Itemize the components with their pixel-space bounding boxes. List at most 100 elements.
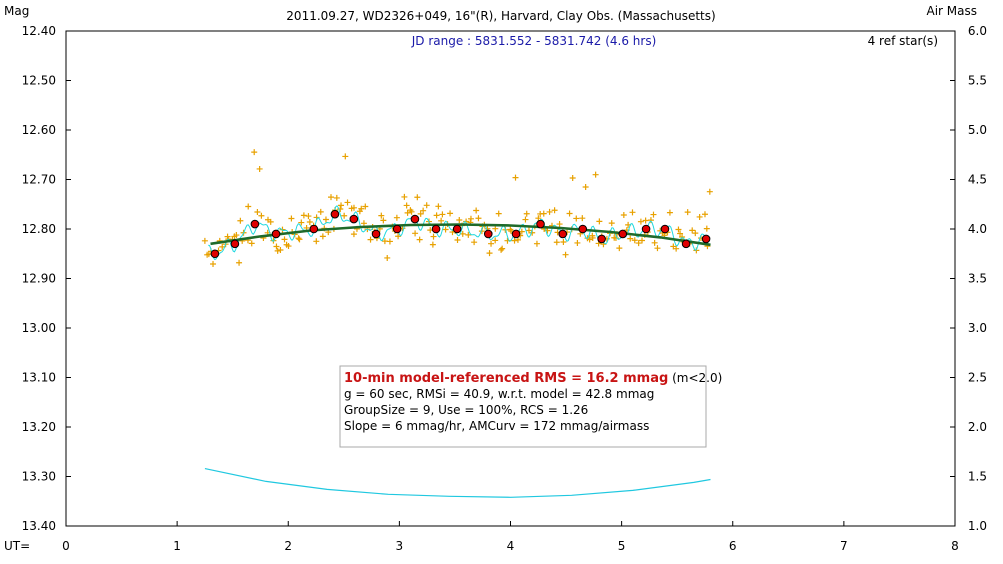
raw-point bbox=[433, 212, 440, 219]
right-y-tick-label: 5.0 bbox=[968, 123, 987, 137]
group-mean-point bbox=[309, 224, 319, 234]
left-y-tick-label: 13.40 bbox=[22, 519, 56, 533]
x-tick-label: 0 bbox=[62, 539, 70, 553]
model-line bbox=[210, 223, 711, 247]
raw-point bbox=[592, 171, 599, 178]
group-mean-point bbox=[483, 229, 493, 239]
raw-point bbox=[319, 233, 326, 240]
raw-point bbox=[631, 237, 638, 244]
raw-point bbox=[236, 259, 243, 266]
raw-point bbox=[651, 239, 658, 246]
raw-point bbox=[692, 230, 699, 237]
raw-point bbox=[333, 194, 340, 201]
raw-point bbox=[523, 210, 530, 217]
raw-point bbox=[256, 165, 263, 172]
x-tick-label: 6 bbox=[729, 539, 737, 553]
raw-point bbox=[684, 209, 691, 216]
raw-point bbox=[693, 247, 700, 254]
raw-point bbox=[414, 194, 421, 201]
raw-point bbox=[254, 209, 261, 216]
raw-point bbox=[341, 212, 348, 219]
right-y-tick-label: 4.5 bbox=[968, 173, 987, 187]
raw-point bbox=[654, 245, 661, 252]
raw-point bbox=[233, 232, 240, 239]
raw-point bbox=[514, 236, 521, 243]
x-tick-label: 3 bbox=[396, 539, 404, 553]
left-y-tick-label: 12.90 bbox=[22, 272, 56, 286]
raw-point bbox=[381, 238, 388, 245]
raw-point bbox=[313, 238, 320, 245]
x-axis-title: UT= bbox=[4, 539, 30, 553]
group-mean-point bbox=[660, 224, 670, 234]
raw-point bbox=[533, 240, 540, 247]
rms-condition: (m<2.0) bbox=[668, 371, 722, 385]
group-mean-point bbox=[271, 229, 281, 239]
raw-point bbox=[582, 183, 589, 190]
group-mean-point bbox=[452, 224, 462, 234]
raw-point bbox=[647, 217, 654, 224]
rms-headline: 10-min model-referenced RMS = 16.2 mmag bbox=[344, 371, 668, 386]
raw-point bbox=[416, 236, 423, 243]
raw-point bbox=[295, 235, 302, 242]
raw-point bbox=[274, 247, 281, 254]
right-y-tick-label: 3.5 bbox=[968, 272, 987, 286]
raw-point bbox=[512, 174, 519, 181]
raw-point bbox=[367, 236, 374, 243]
raw-point bbox=[635, 240, 642, 247]
raw-point bbox=[344, 199, 351, 206]
raw-point bbox=[495, 210, 502, 217]
group-mean-point bbox=[230, 239, 240, 249]
raw-point bbox=[459, 230, 466, 237]
left-y-tick-label: 12.60 bbox=[22, 123, 56, 137]
right-y-tick-label: 2.5 bbox=[968, 371, 987, 385]
stats-box: 10-min model-referenced RMS = 16.2 mmag … bbox=[339, 365, 722, 448]
raw-point bbox=[350, 204, 357, 211]
raw-point bbox=[429, 241, 436, 248]
raw-point bbox=[267, 218, 274, 225]
raw-point bbox=[430, 233, 437, 240]
raw-point bbox=[627, 235, 634, 242]
right-y-tick-label: 4.0 bbox=[968, 222, 987, 236]
raw-point bbox=[296, 236, 303, 243]
raw-point bbox=[498, 246, 505, 253]
stats-line-2: g = 60 sec, RMSi = 40.9, w.r.t. model = … bbox=[344, 387, 654, 401]
raw-point bbox=[499, 245, 506, 252]
raw-point bbox=[288, 215, 295, 222]
group-mean-point bbox=[558, 229, 568, 239]
raw-point bbox=[471, 239, 478, 246]
raw-point bbox=[475, 215, 482, 222]
raw-point bbox=[525, 227, 532, 234]
left-y-tick-label: 13.10 bbox=[22, 371, 56, 385]
raw-point bbox=[322, 216, 329, 223]
raw-point bbox=[306, 218, 313, 225]
raw-point bbox=[201, 237, 208, 244]
right-y-tick-label: 1.0 bbox=[968, 519, 987, 533]
left-y-tick-label: 13.20 bbox=[22, 420, 56, 434]
group-mean-point bbox=[392, 224, 402, 234]
raw-point bbox=[616, 245, 623, 252]
group-mean-point bbox=[349, 214, 359, 224]
right-y-tick-label: 6.0 bbox=[968, 24, 987, 38]
raw-point bbox=[540, 210, 547, 217]
group-mean-point bbox=[330, 209, 340, 219]
raw-point bbox=[492, 237, 499, 244]
raw-point bbox=[642, 217, 649, 224]
raw-point bbox=[666, 209, 673, 216]
raw-point bbox=[248, 240, 255, 247]
raw-point bbox=[317, 208, 324, 215]
raw-point bbox=[679, 234, 686, 241]
raw-point bbox=[574, 239, 581, 246]
left-y-tick-label: 13.30 bbox=[22, 470, 56, 484]
right-y-axis-ticks: 6.0 5.5 5.0 4.5 4.0 3.5 3.0 2.5 2.0 1.5 1.0 bbox=[950, 24, 987, 533]
raw-point bbox=[281, 236, 288, 243]
raw-point bbox=[454, 237, 461, 244]
raw-point bbox=[608, 220, 615, 227]
raw-point bbox=[546, 208, 553, 215]
group-mean-point bbox=[371, 229, 381, 239]
raw-point bbox=[298, 219, 305, 226]
x-tick-label: 1 bbox=[173, 539, 181, 553]
raw-point bbox=[488, 240, 495, 247]
raw-point bbox=[596, 218, 603, 225]
raw-point bbox=[511, 237, 518, 244]
